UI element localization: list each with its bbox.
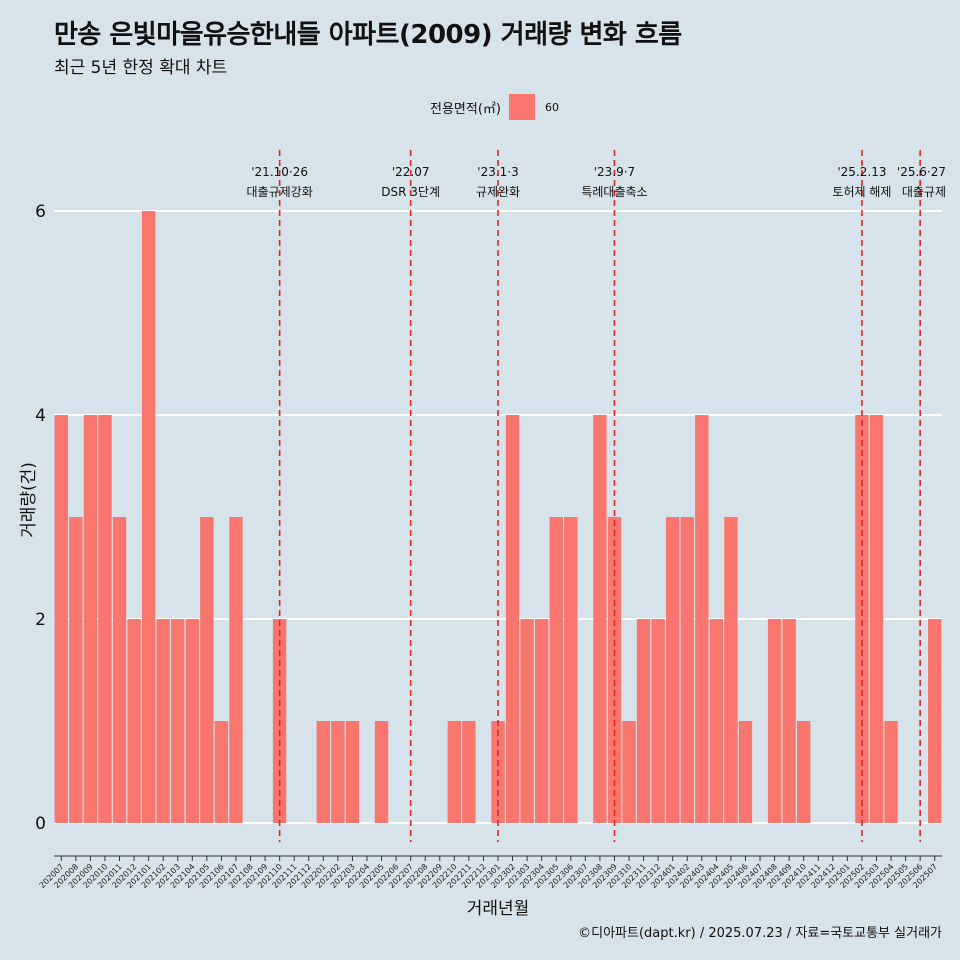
event-date-label: '25.6·27	[897, 165, 946, 179]
event-date-label: '23.1·3	[477, 165, 518, 179]
bar-202210	[447, 721, 462, 823]
bar-202306	[564, 517, 578, 823]
bar-202011	[112, 517, 127, 823]
event-name-label: 대출규제강화	[247, 185, 313, 199]
bar-202304	[534, 619, 549, 823]
bar-202007	[54, 415, 68, 823]
y-tick-label: 6	[35, 202, 46, 222]
bar-202310	[622, 721, 636, 823]
y-tick-label: 0	[35, 814, 46, 834]
bar-202410	[797, 721, 811, 823]
y-tick-label: 2	[35, 610, 46, 630]
legend-title: 전용면적(㎡)	[430, 101, 501, 117]
bar-202202	[331, 721, 345, 823]
event-name-label: 규제완화	[476, 185, 520, 199]
bar-202409	[782, 619, 796, 823]
bar-202102	[156, 619, 170, 823]
bar-202010	[98, 415, 112, 823]
bar-202403	[695, 415, 709, 823]
legend-swatch	[508, 94, 535, 120]
x-axis-title: 거래년월	[467, 899, 530, 919]
bar-202205	[374, 721, 389, 823]
bar-202211	[462, 721, 476, 823]
bar-202404	[709, 619, 724, 823]
bar-202104	[185, 619, 199, 823]
bar-202401	[665, 517, 680, 823]
bar-202106	[214, 721, 229, 823]
bar-202302	[505, 415, 520, 823]
event-name-label: 토허제 해제	[832, 185, 891, 199]
bar-202012	[127, 619, 141, 823]
event-date-label: '21.10·26	[251, 165, 308, 179]
bar-202408	[767, 619, 782, 823]
bar-202402	[680, 517, 694, 823]
bar-202312	[651, 619, 665, 823]
bar-202203	[345, 721, 360, 823]
chart-subtitle: 최근 5년 한정 확대 차트	[54, 58, 228, 78]
bar-202009	[83, 415, 98, 823]
bar-202107	[229, 517, 243, 823]
legend-item-label: 60	[544, 100, 559, 114]
bar-202406	[738, 721, 753, 823]
y-tick-label: 4	[35, 406, 46, 426]
bar-202507	[928, 619, 942, 823]
event-date-label: '22.07	[392, 165, 430, 179]
bar-202405	[724, 517, 738, 823]
event-name-label: DSR 3단계	[381, 185, 440, 199]
bar-202504	[884, 721, 898, 823]
bar-202103	[171, 619, 185, 823]
legend: 전용면적(㎡) 60	[430, 94, 559, 120]
bar-202105	[200, 517, 214, 823]
event-date-label: '25.2.13	[837, 165, 886, 179]
bar-202503	[869, 415, 884, 823]
bar-202201	[316, 721, 331, 823]
y-axis-title: 거래량(건)	[19, 462, 39, 538]
bar-202303	[520, 619, 534, 823]
event-name-label: 대출규제	[902, 185, 946, 199]
bar-202502	[855, 415, 869, 823]
chart-title: 만송 은빛마을유승한내들 아파트(2009) 거래량 변화 흐름	[54, 20, 682, 50]
bar-202008	[69, 517, 83, 823]
bar-202101	[141, 211, 156, 823]
event-name-label: 특례대출축소	[581, 185, 647, 199]
bar-202308	[593, 415, 607, 823]
bar-202311	[636, 619, 651, 823]
source-caption: ©디아파트(dapt.kr) / 2025.07.23 / 자료=국토교통부 실…	[578, 926, 942, 941]
bar-202305	[549, 517, 563, 823]
event-date-label: '23.9·7	[594, 165, 635, 179]
